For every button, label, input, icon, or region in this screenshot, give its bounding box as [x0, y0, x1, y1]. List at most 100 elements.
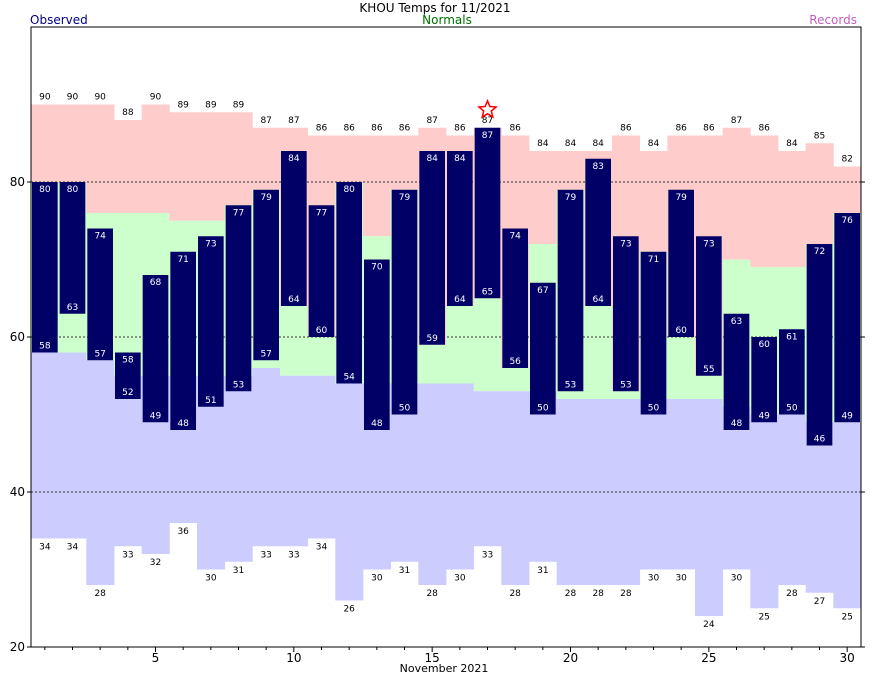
record-low-label: 30 [731, 574, 743, 584]
observed-low-label: 55 [703, 365, 714, 375]
record-high-band [639, 151, 668, 252]
record-high-band [390, 135, 419, 190]
record-high-band [224, 112, 253, 206]
record-low-label: 28 [94, 589, 106, 599]
record-high-label: 87 [288, 116, 299, 126]
record-low-label: 28 [592, 589, 604, 599]
record-low-band [639, 399, 668, 570]
record-high-band [141, 104, 170, 213]
observed-high-label: 87 [482, 131, 493, 141]
record-low-label: 30 [371, 574, 383, 584]
observed-low-label: 50 [786, 404, 798, 414]
chart-title: KHOU Temps for 11/2021 [359, 1, 510, 15]
observed-low-label: 49 [841, 411, 853, 421]
normal-band [584, 306, 613, 399]
normal-band [280, 306, 309, 376]
record-high-band [31, 104, 60, 182]
observed-bar [308, 205, 335, 337]
observed-low-label: 50 [648, 404, 660, 414]
observed-bar [696, 236, 722, 376]
legend-observed: Observed [30, 13, 88, 27]
observed-high-label: 71 [177, 255, 188, 265]
record-high-label: 86 [399, 124, 411, 134]
record-low-label: 26 [343, 605, 355, 615]
observed-low-label: 48 [177, 419, 189, 429]
record-high-band [252, 127, 281, 190]
record-low-label: 30 [675, 574, 687, 584]
observed-bar [779, 329, 805, 415]
record-low-band [778, 414, 807, 585]
record-low-band [307, 375, 336, 539]
observed-low-label: 53 [233, 380, 244, 390]
record-high-label: 87 [426, 116, 437, 126]
observed-bar [751, 337, 777, 423]
record-high-band [805, 143, 834, 244]
observed-bar [336, 182, 362, 384]
observed-low-label: 58 [39, 342, 51, 352]
record-high-label: 87 [260, 116, 271, 126]
record-low-band [224, 375, 253, 562]
record-low-label: 36 [177, 527, 189, 537]
observed-low-label: 49 [758, 411, 770, 421]
record-low-label: 33 [288, 550, 299, 560]
x-tick-label: 25 [701, 651, 716, 665]
observed-bar [364, 259, 390, 430]
x-tick-label: 30 [840, 651, 855, 665]
record-high-label: 89 [233, 100, 245, 110]
observed-bar [557, 189, 584, 392]
record-low-label: 28 [565, 589, 577, 599]
record-low-band [446, 383, 475, 570]
record-low-band [86, 360, 115, 585]
observed-bar [281, 151, 307, 306]
observed-low-label: 60 [675, 326, 687, 336]
record-low-label: 28 [620, 589, 632, 599]
record-high-label: 86 [703, 124, 715, 134]
observed-low-label: 56 [509, 357, 521, 367]
record-high-label: 86 [371, 124, 383, 134]
record-low-label: 25 [758, 612, 769, 622]
record-high-label: 85 [814, 131, 825, 141]
observed-high-label: 61 [786, 332, 797, 342]
observed-high-label: 76 [841, 216, 853, 226]
observed-high-label: 83 [592, 162, 603, 172]
x-tick-label: 5 [152, 651, 160, 665]
observed-bar [59, 182, 86, 314]
observed-high-label: 71 [648, 255, 659, 265]
record-low-label: 24 [703, 620, 715, 630]
y-tick-label: 20 [10, 640, 25, 654]
record-high-band [529, 151, 558, 244]
record-high-band [833, 166, 862, 213]
observed-bar [834, 213, 860, 423]
record-high-label: 84 [648, 139, 660, 149]
observed-bar [668, 189, 694, 337]
normal-band [667, 337, 696, 399]
observed-low-label: 64 [592, 295, 604, 305]
observed-bar [530, 282, 556, 415]
observed-low-label: 50 [399, 404, 411, 414]
observed-high-label: 73 [205, 239, 216, 249]
observed-high-label: 73 [703, 239, 714, 249]
x-axis-label: November 2021 [400, 662, 489, 675]
observed-bar [225, 205, 252, 392]
record-high-label: 90 [67, 93, 79, 103]
observed-low-label: 64 [288, 295, 300, 305]
x-tick-label: 20 [563, 651, 578, 665]
record-high-band [750, 135, 779, 268]
record-low-label: 30 [454, 574, 466, 584]
record-high-label: 82 [841, 155, 852, 165]
record-low-band [418, 383, 447, 585]
record-high-label: 86 [620, 124, 632, 134]
observed-high-label: 79 [675, 193, 687, 203]
observed-bar [87, 228, 113, 361]
normal-band [695, 375, 724, 399]
observed-high-label: 72 [814, 247, 825, 257]
observed-low-label: 49 [150, 411, 162, 421]
observed-bar [253, 189, 279, 361]
observed-low-label: 60 [316, 326, 328, 336]
record-high-band [197, 112, 226, 221]
y-tick-label: 40 [10, 485, 25, 499]
record-high-label: 87 [731, 116, 742, 126]
record-low-label: 34 [316, 543, 328, 553]
observed-high-label: 74 [509, 232, 521, 242]
